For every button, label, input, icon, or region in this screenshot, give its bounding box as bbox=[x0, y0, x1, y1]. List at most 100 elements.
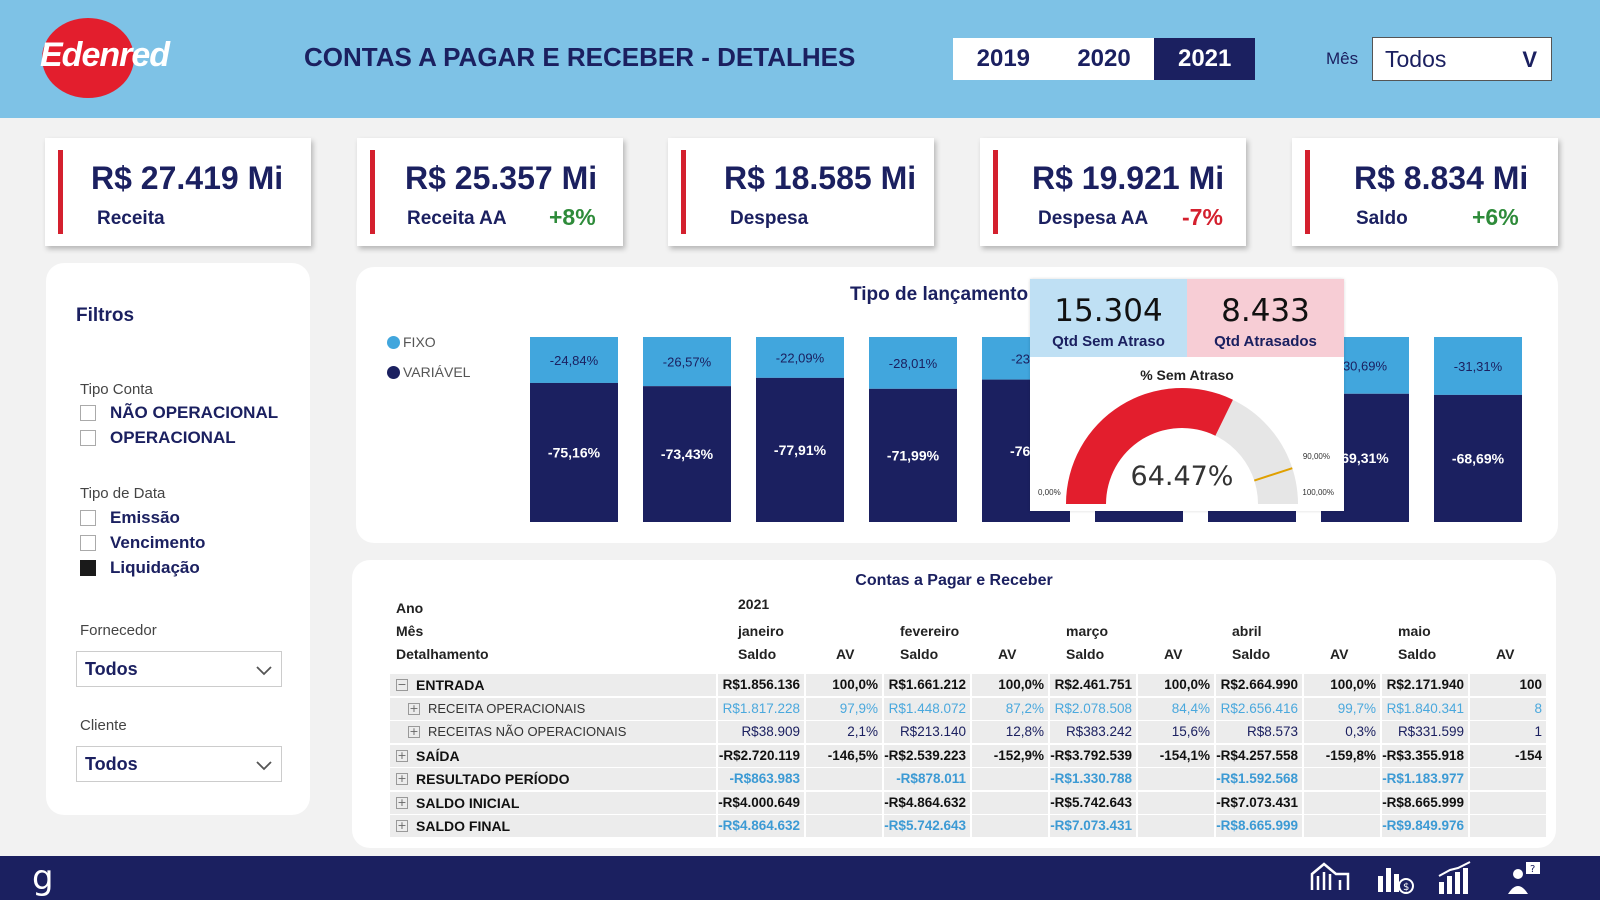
checkbox-box[interactable] bbox=[80, 430, 96, 446]
gauge-value: 64.47% bbox=[1131, 461, 1234, 492]
filters-panel: Filtros Tipo Conta NÃO OPERACIONAL OPERA… bbox=[46, 263, 310, 815]
kpi-card-despesa-aa: R$ 19.921 Mi Despesa AA -7% bbox=[980, 138, 1246, 246]
row-label-cell bbox=[390, 721, 716, 743]
month-dropdown[interactable]: Todos V bbox=[1372, 37, 1552, 81]
header-saldo: Saldo bbox=[1066, 646, 1105, 662]
av-cell: -159,8% bbox=[1304, 744, 1380, 767]
expand-icon[interactable]: + bbox=[396, 795, 408, 809]
tipo-conta-label: Tipo Conta bbox=[80, 381, 153, 398]
row-label: RESULTADO PERÍODO bbox=[416, 771, 570, 787]
av-cell: 100,0% bbox=[1138, 674, 1214, 696]
saldo-cell: R$1.448.072 bbox=[884, 697, 970, 720]
checkbox-box[interactable] bbox=[80, 535, 96, 551]
dropdown-value: Todos bbox=[85, 753, 138, 774]
saldo-cell: -R$2.539.223 bbox=[884, 744, 970, 767]
saldo-cell: -R$4.000.649 bbox=[718, 791, 804, 814]
header-ano: Ano bbox=[396, 600, 424, 616]
expand-icon[interactable]: + bbox=[396, 819, 408, 832]
saldo-cell: R$38.909 bbox=[718, 721, 804, 743]
row-label-cell bbox=[390, 768, 716, 790]
checkbox-box-checked[interactable] bbox=[80, 560, 96, 576]
av-cell: 100,0% bbox=[806, 674, 882, 696]
legend-variavel[interactable]: VARIÁVEL bbox=[387, 364, 470, 380]
av-cell: 15,6% bbox=[1138, 721, 1214, 743]
expand-icon[interactable]: + bbox=[408, 725, 420, 738]
cliente-dropdown[interactable]: Todos bbox=[76, 746, 282, 782]
year-2020-button[interactable]: 2020 bbox=[1077, 45, 1131, 72]
row-label: RECEITA OPERACIONAIS bbox=[428, 700, 586, 716]
saldo-cell: -R$4.864.632 bbox=[718, 815, 804, 837]
row-label: RECEITAS NÃO OPERACIONAIS bbox=[428, 724, 627, 739]
saldo-cell: R$1.856.136 bbox=[718, 674, 804, 696]
kpi-accent-bar bbox=[1305, 150, 1310, 234]
table-row: + SALDO FINAL -R$4.864.632 -R$5.742.643 -R$7… bbox=[390, 815, 1546, 837]
footer-logo: g bbox=[32, 858, 54, 898]
row-label-cell bbox=[390, 815, 716, 837]
year-2021-button[interactable]: 2021 bbox=[1154, 38, 1256, 80]
saldo-cell: R$2.171.940 bbox=[1382, 674, 1468, 696]
saldo-cell: -R$1.592.568 bbox=[1216, 768, 1302, 790]
qtd-sem-atraso-box: 15.304 Qtd Sem Atraso bbox=[1030, 279, 1187, 357]
edenred-logo bbox=[42, 18, 134, 98]
saldo-cell: R$331.599 bbox=[1382, 721, 1468, 743]
av-cell bbox=[1304, 815, 1380, 837]
expand-icon[interactable]: + bbox=[408, 701, 420, 715]
tipo-data-label: Tipo de Data bbox=[80, 485, 166, 502]
checkbox-label: Liquidação bbox=[110, 558, 200, 577]
header-saldo: Saldo bbox=[1398, 646, 1437, 662]
chart-title: Tipo de lançamento bbox=[850, 284, 1029, 305]
fornecedor-label: Fornecedor bbox=[80, 622, 157, 639]
checkbox-emissao[interactable]: Emissão bbox=[80, 508, 180, 528]
kpi-value: R$ 18.585 Mi bbox=[724, 160, 917, 196]
table-row: + SAÍDA -R$2.720.119 -146,5% -R$2.539.223 -15… bbox=[390, 744, 1546, 767]
chart-panel bbox=[356, 267, 1558, 543]
checkbox-liquidacao[interactable]: Liquidação bbox=[80, 558, 200, 578]
row-label: SAÍDA bbox=[416, 747, 460, 764]
av-cell: 8 bbox=[1470, 697, 1546, 720]
checkbox-box[interactable] bbox=[80, 405, 96, 421]
kpi-value: R$ 19.921 Mi bbox=[1032, 160, 1225, 196]
year-2019-button[interactable]: 2019 bbox=[976, 45, 1031, 72]
expand-icon[interactable]: + bbox=[396, 772, 408, 785]
av-cell bbox=[1304, 791, 1380, 814]
help-user-icon[interactable]: ? bbox=[1504, 860, 1546, 896]
gauge-fill bbox=[1066, 387, 1233, 504]
saldo-cell: R$2.078.508 bbox=[1050, 697, 1136, 720]
saldo-cell: R$8.573 bbox=[1216, 721, 1302, 743]
page-title: CONTAS A PAGAR E RECEBER - DETALHES bbox=[304, 42, 856, 72]
av-cell bbox=[1304, 768, 1380, 790]
table-row: + RECEITA OPERACIONAIS R$1.817.228 97,9% R$1… bbox=[390, 697, 1546, 720]
finance-icon[interactable]: $ bbox=[1374, 860, 1416, 896]
av-cell: 87,2% bbox=[972, 697, 1048, 720]
growth-chart-icon[interactable] bbox=[1436, 860, 1478, 896]
kpi-card-saldo: R$ 8.834 Mi Saldo +6% bbox=[1292, 138, 1558, 246]
av-cell: 97,9% bbox=[806, 697, 882, 720]
saldo-cell: R$213.140 bbox=[884, 721, 970, 743]
checkbox-operacional[interactable]: OPERACIONAL bbox=[80, 428, 236, 448]
header-month: maio bbox=[1398, 623, 1431, 639]
fornecedor-dropdown[interactable]: Todos bbox=[76, 651, 282, 687]
kpi-change: +6% bbox=[1472, 204, 1519, 230]
qtd-atrasados-label: Qtd Atrasados bbox=[1214, 333, 1317, 350]
header-av: AV bbox=[998, 646, 1017, 662]
saldo-cell: R$2.664.990 bbox=[1216, 674, 1302, 696]
kpi-value: R$ 25.357 Mi bbox=[405, 160, 598, 196]
header-bar: Edenred CONTAS A PAGAR E RECEBER - DETAL… bbox=[0, 0, 1600, 118]
checkbox-nao-operacional[interactable]: NÃO OPERACIONAL bbox=[80, 403, 278, 423]
home-icon[interactable] bbox=[1310, 860, 1352, 896]
header-av: AV bbox=[1164, 646, 1183, 662]
kpi-card-receita-aa: R$ 25.357 Mi Receita AA +8% bbox=[357, 138, 623, 246]
saldo-cell: -R$3.792.539 bbox=[1050, 744, 1136, 767]
year-slicer: 2019 2020 2021 bbox=[953, 38, 1256, 80]
collapse-icon[interactable]: − bbox=[396, 678, 408, 691]
checkbox-box[interactable] bbox=[80, 510, 96, 526]
checkbox-vencimento[interactable]: Vencimento bbox=[80, 533, 205, 553]
expand-icon[interactable]: + bbox=[396, 748, 408, 762]
gauge-chart: 64.47% 0,00% 100,00% 90,00% bbox=[1038, 387, 1334, 504]
kpi-change: +8% bbox=[549, 204, 596, 230]
saldo-cell: -R$1.330.788 bbox=[1050, 768, 1136, 790]
header-saldo: Saldo bbox=[738, 646, 777, 662]
chevron-down-icon bbox=[256, 666, 272, 676]
legend-fixo[interactable]: FIXO bbox=[387, 334, 436, 350]
kpi-label: Receita AA bbox=[407, 208, 507, 229]
